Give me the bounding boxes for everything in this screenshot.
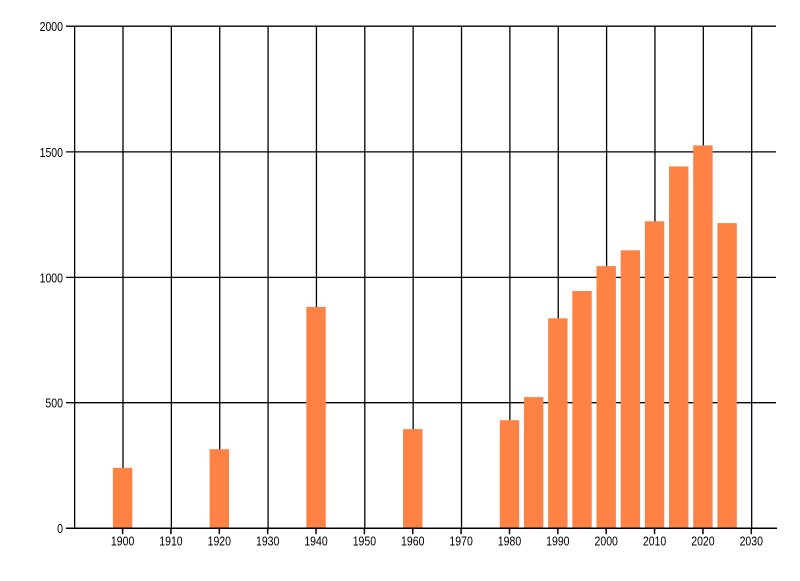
svg-text:1940: 1940	[304, 533, 327, 548]
svg-text:2000: 2000	[40, 19, 63, 34]
svg-text:1930: 1930	[256, 533, 279, 548]
svg-text:1950: 1950	[353, 533, 376, 548]
svg-text:2000: 2000	[595, 533, 618, 548]
svg-text:1990: 1990	[546, 533, 569, 548]
svg-text:2020: 2020	[691, 533, 714, 548]
svg-text:2030: 2030	[740, 533, 763, 548]
svg-text:500: 500	[45, 396, 63, 411]
svg-text:1970: 1970	[449, 533, 472, 548]
svg-text:1960: 1960	[401, 533, 424, 548]
svg-text:1900: 1900	[111, 533, 134, 548]
svg-text:1000: 1000	[40, 270, 63, 285]
svg-text:1980: 1980	[498, 533, 521, 548]
svg-text:0: 0	[57, 521, 63, 536]
svg-text:1910: 1910	[159, 533, 182, 548]
svg-text:1920: 1920	[208, 533, 231, 548]
svg-text:1500: 1500	[40, 145, 63, 160]
svg-text:2010: 2010	[643, 533, 666, 548]
